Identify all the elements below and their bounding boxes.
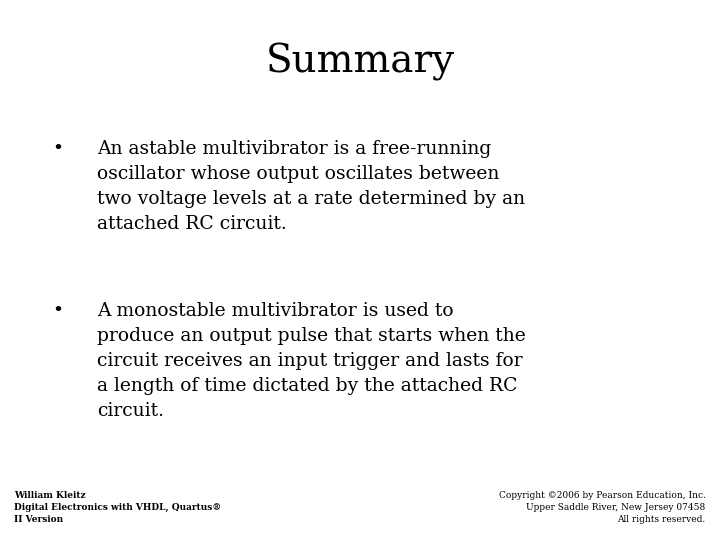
- Text: An astable multivibrator is a free-running
oscillator whose output oscillates be: An astable multivibrator is a free-runni…: [97, 140, 526, 233]
- Text: A monostable multivibrator is used to
produce an output pulse that starts when t: A monostable multivibrator is used to pr…: [97, 302, 526, 421]
- Text: William Kleitz
Digital Electronics with VHDL, Quartus®
II Version: William Kleitz Digital Electronics with …: [14, 491, 222, 524]
- Text: Copyright ©2006 by Pearson Education, Inc.
Upper Saddle River, New Jersey 07458
: Copyright ©2006 by Pearson Education, In…: [498, 491, 706, 524]
- Text: •: •: [52, 140, 63, 158]
- Text: Summary: Summary: [266, 43, 454, 81]
- Text: •: •: [52, 302, 63, 320]
